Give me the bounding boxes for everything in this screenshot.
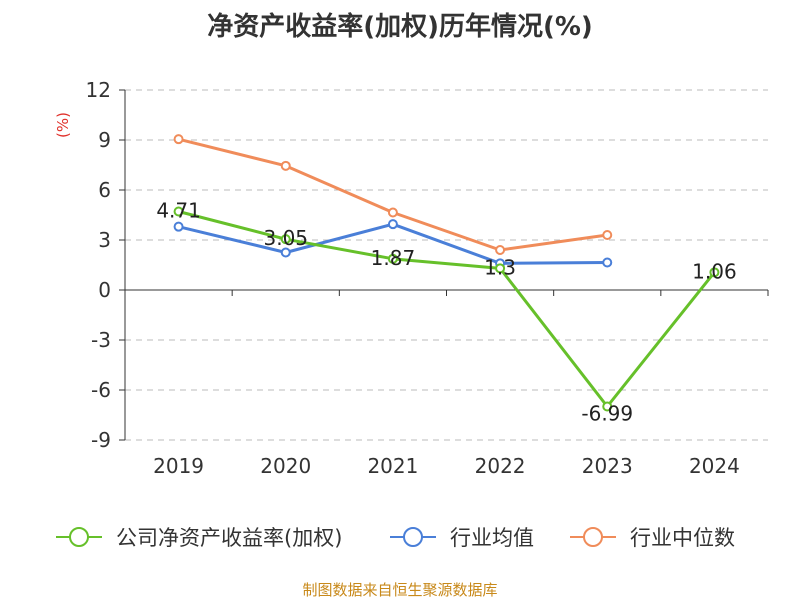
data-point	[387, 207, 398, 218]
data-point	[280, 247, 291, 258]
x-tick-label: 2023	[582, 454, 633, 478]
y-tick-label: 9	[98, 128, 111, 152]
data-point	[495, 263, 506, 274]
y-tick-label: -3	[91, 328, 111, 352]
data-labels: 4.71 3.05 1.87 1.3 -6.99 1.06	[156, 199, 736, 426]
chart-title: 净资产收益率(加权)历年情况(%)	[207, 12, 593, 42]
data-point	[280, 234, 291, 245]
data-point	[495, 245, 506, 255]
data-point	[387, 253, 398, 264]
x-tick-label: 2020	[260, 454, 311, 478]
series-lines	[173, 134, 720, 412]
data-point	[602, 257, 613, 268]
data-label: -6.99	[581, 402, 633, 426]
data-point	[387, 219, 398, 230]
data-point	[173, 221, 184, 232]
data-point	[173, 206, 184, 217]
y-tick-label: 3	[98, 228, 111, 252]
data-point	[602, 230, 613, 240]
y-tick-label: 6	[98, 178, 111, 202]
data-label: 4.71	[156, 199, 201, 223]
data-label: 3.05	[263, 226, 308, 250]
x-tick-label: 2022	[475, 454, 526, 478]
x-tick-label: 2019	[153, 454, 204, 478]
legend-marker-circle	[69, 527, 89, 547]
y-tick-label: 12	[86, 78, 111, 102]
y-tick-label: -9	[91, 428, 111, 452]
data-label: 1.87	[371, 246, 416, 270]
grid-lines	[125, 89, 768, 441]
series-line	[178, 137, 608, 252]
y-axis-unit-label: (%)	[54, 112, 72, 138]
axes: 12 9 6 3 0 -3 -6 -9 2019 2020 2021 2022 2023 2024	[86, 78, 769, 478]
legend-label: 公司净资产收益率(加权)	[116, 526, 342, 550]
legend-label: 行业中位数	[630, 526, 735, 550]
series-line	[178, 210, 716, 408]
legend-marker-circle	[403, 527, 423, 547]
data-point	[173, 134, 184, 145]
y-tick-label: 0	[98, 278, 111, 302]
x-tick-label: 2024	[689, 454, 740, 478]
legend: 公司净资产收益率(加权) 行业均值 行业中位数	[56, 526, 735, 550]
data-label: 1.06	[692, 259, 737, 283]
data-point	[709, 267, 720, 278]
x-tick-label: 2021	[367, 454, 418, 478]
data-label: 1.3	[484, 255, 516, 279]
legend-label: 行业均值	[450, 526, 534, 550]
data-point	[602, 401, 613, 412]
data-point	[280, 160, 291, 171]
legend-marker-circle	[583, 527, 603, 547]
source-footer: 制图数据来自恒生聚源数据库	[302, 581, 498, 599]
y-tick-label: -6	[91, 378, 111, 402]
